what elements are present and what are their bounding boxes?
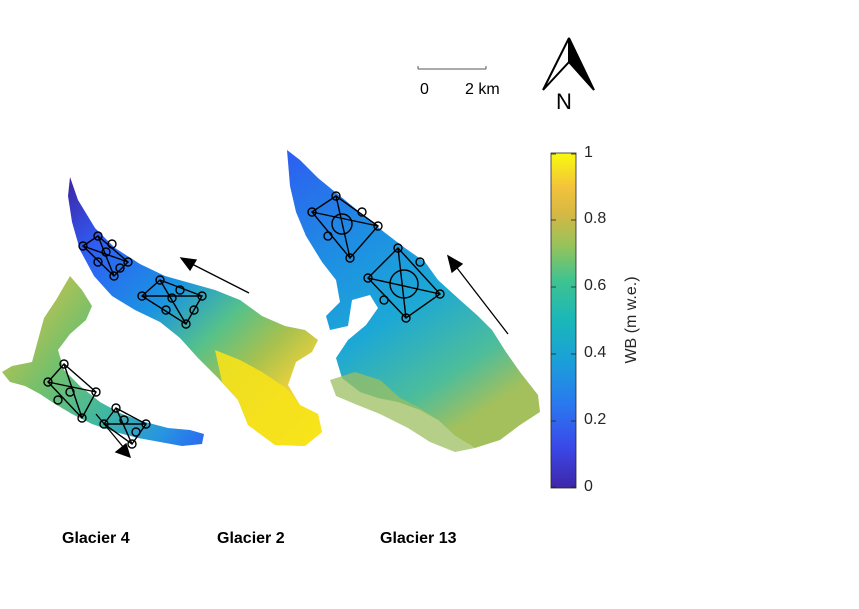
glacier-4-lower-sampling-network (99, 403, 151, 449)
colorbar (550, 152, 577, 489)
colorbar-tick-label: 1 (584, 144, 593, 161)
glacier-13-lower-lobe (330, 372, 475, 452)
glacier-13-label: Glacier 13 (380, 530, 457, 547)
colorbar-tick-label: 0.2 (584, 411, 607, 428)
glacier-2-lower-sampling-network (137, 275, 207, 329)
glacier-4-upper-sampling-network (43, 359, 101, 423)
colorbar-tick-label: 0.6 (584, 277, 607, 294)
colorbar-tick-label: 0.4 (584, 344, 607, 361)
glacier-13-lower-sampling-network (363, 243, 445, 323)
scale-bar (417, 66, 487, 70)
glacier-4-label: Glacier 4 (62, 530, 130, 547)
glacier-4-flow-arrow (95, 413, 132, 459)
glacier-4-outline (2, 276, 204, 446)
north-label: N (556, 89, 572, 114)
north-arrow-icon (542, 37, 595, 91)
colorbar-tick-label: 0.8 (584, 210, 607, 227)
glacier-2-flow-arrow (179, 257, 250, 294)
glacier-13-outline (287, 150, 540, 448)
colorbar-ticks (551, 153, 576, 488)
glacier-13-flow-arrow (446, 254, 509, 335)
colorbar-tick-label: 0 (584, 478, 593, 495)
scale-bar-start-label: 0 (420, 81, 429, 98)
glacier-2-terminus-yellow (215, 350, 322, 446)
colorbar-title: WB (m w.e.) (623, 276, 640, 364)
glacier-2-label: Glacier 2 (217, 530, 285, 547)
scale-bar-end-label: 2 km (465, 81, 500, 98)
glacier-13-upper-sampling-network (307, 191, 383, 263)
glacier-2-upper-sampling-network (78, 231, 133, 281)
